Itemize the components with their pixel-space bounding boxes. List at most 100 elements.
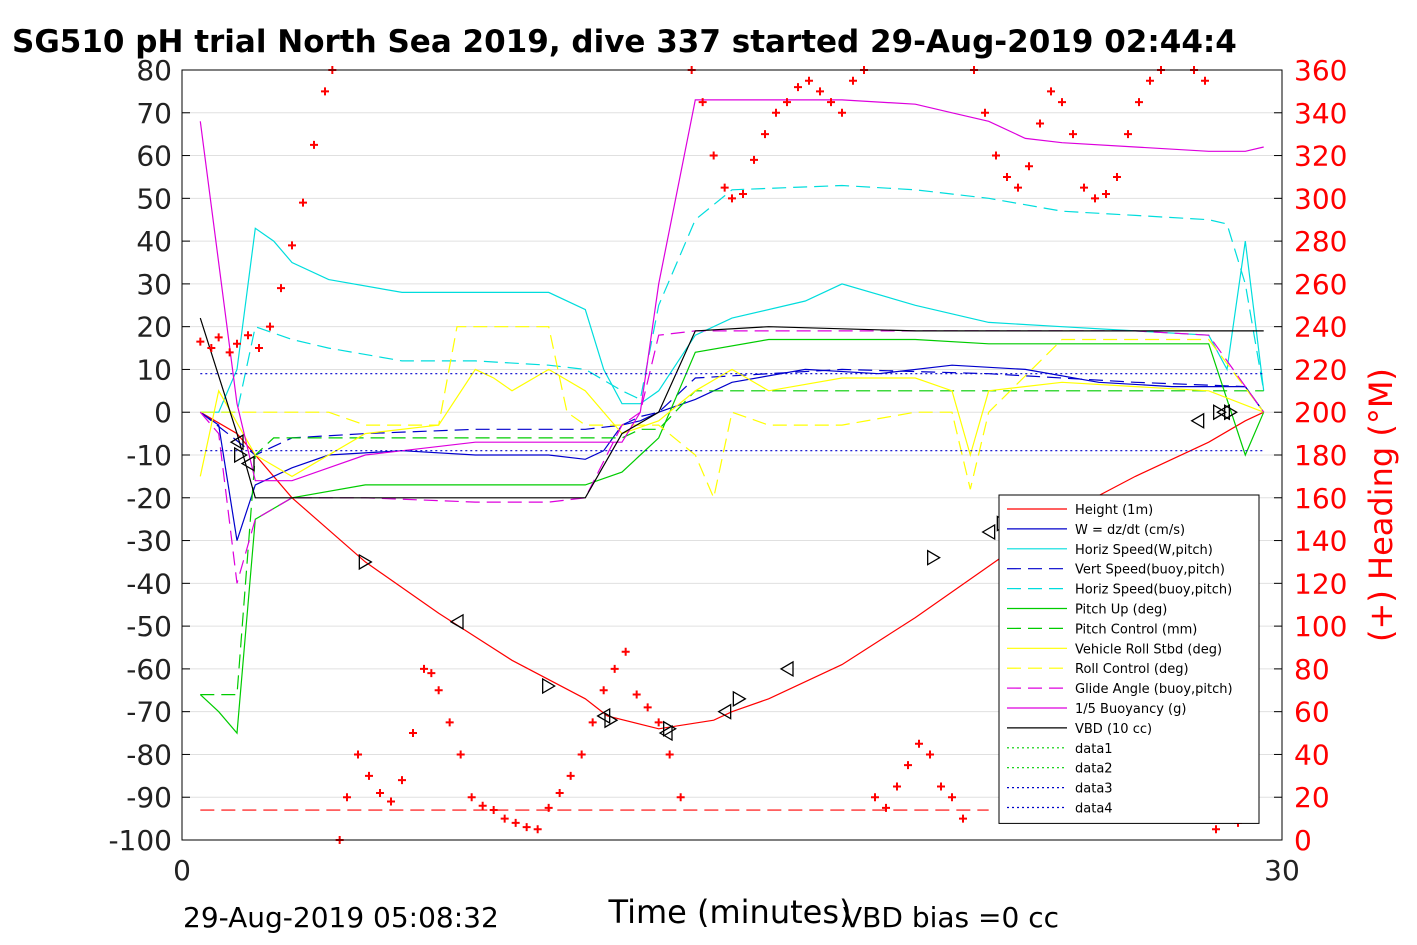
- y-right-tick-label: 120: [1294, 567, 1347, 600]
- y-tick-label: 10: [136, 353, 172, 386]
- heading-point: [621, 647, 630, 656]
- x-tick-label: 0: [173, 854, 191, 887]
- triangle-marker: [981, 523, 996, 541]
- heading-point: [1058, 98, 1066, 107]
- heading-point: [654, 718, 663, 727]
- heading-point: [478, 801, 487, 810]
- heading-point: [838, 108, 846, 117]
- y-right-tick-label: 100: [1294, 610, 1347, 643]
- heading-point: [1003, 172, 1011, 181]
- legend-label: VBD (10 cc): [1075, 722, 1152, 737]
- heading-point: [214, 333, 223, 342]
- legend-box: [998, 494, 1260, 824]
- heading-point: [299, 198, 307, 207]
- legend-label: data3: [1075, 782, 1113, 797]
- heading-point: [266, 322, 274, 331]
- y-axis-right: 3603403203002802602402202001801601401201…: [1274, 54, 1347, 857]
- triangle-marker: [234, 446, 248, 464]
- heading-point: [893, 782, 901, 791]
- triangle-marker: [779, 660, 794, 678]
- heading-point: [1069, 130, 1077, 139]
- heading-point: [588, 718, 597, 727]
- y-tick-label: -60: [126, 653, 172, 686]
- heading-point: [643, 703, 652, 712]
- heading-point: [1047, 87, 1055, 96]
- triangle-marker: [663, 720, 677, 737]
- heading-point: [739, 190, 747, 199]
- heading-point: [489, 806, 498, 815]
- y-right-tick-label: 140: [1294, 525, 1347, 558]
- heading-point: [665, 750, 674, 759]
- legend-label: Roll Control (deg): [1075, 662, 1189, 677]
- heading-point: [772, 108, 780, 117]
- triangle-marker: [240, 455, 255, 472]
- heading-point: [871, 793, 879, 802]
- heading-point: [522, 823, 531, 832]
- heading-point: [1124, 130, 1132, 139]
- legend-label: data2: [1075, 762, 1113, 777]
- heading-point: [948, 793, 956, 802]
- heading-point: [365, 771, 373, 780]
- heading-point: [599, 686, 608, 695]
- x-axis: 0 30: [173, 832, 1300, 887]
- legend-label: Vehicle Roll Stbd (deg): [1075, 642, 1222, 657]
- heading-point: [1113, 172, 1121, 181]
- y-axis-left: 80 70 60 50 40 30 20 10 0 -10 -20 -30 -40 -50 -60 -70 -8…: [108, 54, 190, 857]
- y-tick-label: -30: [126, 525, 172, 558]
- heading-point: [409, 729, 417, 738]
- heading-point: [427, 669, 436, 678]
- heading-point: [255, 344, 263, 353]
- series-line-4: [200, 184, 1265, 413]
- heading-point: [1212, 825, 1220, 834]
- y-tick-label: 80: [136, 54, 172, 87]
- y-axis-right-label: (+) Heading (°M): [1362, 368, 1400, 642]
- heading-point: [511, 818, 520, 827]
- heading-point: [1146, 76, 1154, 85]
- triangle-marker: [1216, 404, 1230, 421]
- y-tick-label: 0: [154, 396, 172, 429]
- x-axis-label: Time (minutes): [608, 893, 852, 931]
- heading-point: [728, 194, 736, 203]
- series-line-11: [199, 317, 1264, 499]
- heading-point: [937, 782, 945, 791]
- heading-point: [750, 155, 758, 164]
- y-tick-label: -50: [126, 610, 172, 643]
- heading-point: [610, 664, 619, 673]
- heading-point: [794, 83, 802, 92]
- heading-point: [1080, 183, 1088, 192]
- y-right-tick-label: 320: [1294, 140, 1347, 173]
- y-right-tick-label: 60: [1294, 696, 1330, 729]
- triangle-marker: [658, 724, 673, 742]
- heading-point: [434, 686, 443, 695]
- heading-point: [533, 825, 542, 834]
- heading-point: [398, 776, 406, 785]
- y-tick-label: 30: [136, 268, 172, 301]
- y-tick-label: -40: [126, 567, 172, 600]
- y-tick-label: -20: [126, 482, 172, 515]
- heading-point: [827, 98, 835, 107]
- legend-label: Horiz Speed(W,pitch): [1075, 543, 1213, 558]
- chart-title: SG510 pH trial North Sea 2019, dive 337 …: [12, 24, 1237, 60]
- heading-point: [1091, 194, 1099, 203]
- series-line-7: [199, 368, 1264, 478]
- heading-point: [225, 348, 234, 357]
- y-tick-label: 40: [136, 225, 172, 258]
- series-line-3: [199, 368, 1265, 456]
- heading-point: [467, 793, 476, 802]
- triangle-marker: [604, 712, 619, 729]
- y-right-tick-label: 40: [1294, 738, 1330, 771]
- series-line-1: [199, 364, 1265, 541]
- y-tick-label: 70: [136, 97, 172, 130]
- y-right-tick-label: 80: [1294, 653, 1330, 686]
- heading-point: [456, 750, 465, 759]
- legend-label: Height (1m): [1075, 503, 1153, 518]
- heading-point: [544, 803, 553, 812]
- legend-label: data1: [1075, 742, 1113, 757]
- heading-point: [1025, 162, 1033, 171]
- triangle-marker: [1190, 412, 1205, 429]
- legend-label: Vert Speed(buoy,pitch): [1075, 563, 1225, 578]
- heading-point: [915, 739, 923, 748]
- heading-point: [321, 87, 329, 96]
- heading-point: [500, 814, 509, 823]
- legend-label: Pitch Control (mm): [1075, 622, 1197, 637]
